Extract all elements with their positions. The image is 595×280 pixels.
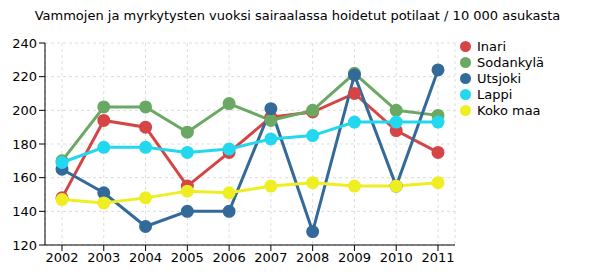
html-text:Sodankylä: Sodankylä: [477, 54, 544, 70]
svg-text:2009: 2009: [338, 250, 371, 265]
html-text:Koko maa: Koko maa: [477, 102, 541, 118]
svg-text:180: 180: [12, 137, 37, 152]
svg-text:140: 140: [12, 204, 37, 219]
svg-text:2004: 2004: [129, 250, 162, 265]
html-text:Utsjoki: Utsjoki: [477, 70, 522, 86]
svg-text:240: 240: [12, 36, 37, 51]
html-text:Vammojen ja myrkytysten vuoksi: Vammojen ja myrkytysten vuoksi sairaalas…: [34, 8, 561, 23]
svg-text:220: 220: [12, 69, 37, 84]
svg-text:2002: 2002: [45, 250, 78, 265]
svg-text:2003: 2003: [87, 250, 120, 265]
html-text:Lappi: Lappi: [477, 86, 513, 102]
svg-text:2007: 2007: [254, 250, 287, 265]
html-text:Inari: Inari: [477, 38, 506, 54]
svg-text:2005: 2005: [171, 250, 204, 265]
svg-text:2011: 2011: [421, 250, 454, 265]
svg-text:2010: 2010: [380, 250, 413, 265]
svg-text:2006: 2006: [213, 250, 246, 265]
svg-text:200: 200: [12, 103, 37, 118]
svg-text:120: 120: [12, 238, 37, 253]
svg-text:2008: 2008: [296, 250, 329, 265]
svg-text:160: 160: [12, 170, 37, 185]
